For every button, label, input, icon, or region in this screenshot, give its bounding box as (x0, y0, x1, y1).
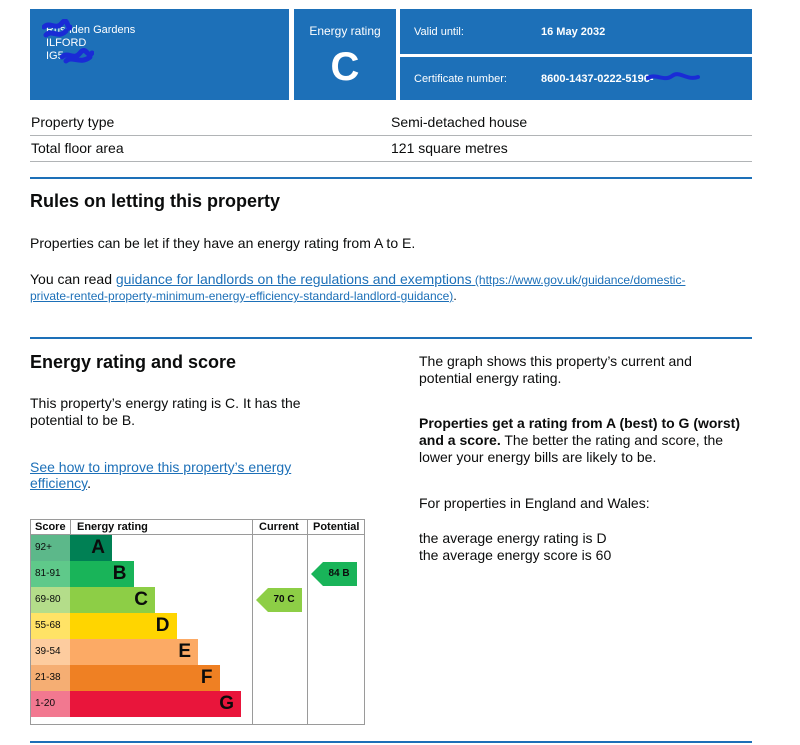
energy-heading: Energy rating and score (30, 352, 237, 372)
floor-area-value: 121 square metres (391, 140, 508, 156)
valid-until-label: Valid until: (414, 26, 464, 38)
band-bar-c: C (70, 587, 155, 613)
potential-rating-arrow: 84 B (311, 562, 357, 586)
certificate-label: Certificate number: (414, 73, 507, 85)
band-score-a: 92+ (31, 535, 70, 561)
energy-rating-label: Energy rating (309, 24, 381, 38)
address-panel: Rushden Gardens ILFORD IG5 (30, 9, 289, 100)
band-score-f: 21-38 (31, 665, 70, 691)
score-header: Score (35, 521, 66, 533)
rating-scale-line2: and a score. The better the rating and s… (419, 432, 724, 448)
header-divider (31, 534, 364, 535)
band-bar-e: E (70, 639, 198, 665)
improve-efficiency-link-continued[interactable]: efficiency (30, 475, 88, 491)
band-bar-d: D (70, 613, 177, 639)
band-score-d: 55-68 (31, 613, 70, 639)
section-divider (30, 337, 752, 339)
band-letter-f: F (200, 667, 213, 688)
energy-rating-header: Energy rating (77, 521, 148, 533)
energy-rating-graph: Score Energy rating Current Potential 92… (30, 519, 365, 725)
energy-rating-panel: Energy rating C (294, 9, 396, 100)
current-rating-arrow: 70 C (256, 588, 302, 612)
property-type-value: Semi-detached house (391, 114, 528, 130)
band-letter-b: B (112, 563, 127, 584)
section-divider (30, 177, 752, 179)
floor-area-label: Total floor area (31, 140, 124, 156)
band-bar-a: A (70, 535, 112, 561)
band-bar-f: F (70, 665, 220, 691)
redaction-scribble-icon (42, 19, 72, 38)
band-score-c: 69-80 (31, 587, 70, 613)
valid-until-panel: Valid until: 16 May 2032 (400, 9, 752, 54)
band-letter-d: D (155, 615, 170, 636)
certificate-number: 8600-1437-0222-5196- (541, 73, 654, 85)
current-header: Current (259, 521, 299, 533)
band-score-b: 81-91 (31, 561, 70, 587)
column-divider (70, 520, 71, 534)
average-score-text: the average energy score is 60 (419, 547, 612, 563)
band-score-e: 39-54 (31, 639, 70, 665)
address-line-3: IG5 (46, 50, 64, 62)
rating-scale-line3: lower your energy bills are likely to be… (419, 449, 657, 465)
certificate-panel: Certificate number: 8600-1437-0222-5196- (400, 57, 752, 100)
improve-efficiency-link[interactable]: See how to improve this property’s energ… (30, 459, 292, 475)
band-letter-c: C (134, 589, 148, 610)
letting-guidance-line2: private-rented-property-minimum-energy-e… (30, 289, 457, 303)
improve-link-line2-wrap: efficiency. (30, 475, 91, 491)
redaction-scribble-icon (60, 48, 94, 64)
average-rating-text: the average energy rating is D (419, 530, 607, 546)
read-prefix: You can read (30, 271, 116, 287)
redaction-scribble-icon (646, 72, 700, 81)
column-divider (307, 520, 308, 724)
address-line-2: ILFORD (46, 37, 87, 49)
band-score-g: 1-20 (31, 691, 70, 717)
band-letter-a: A (91, 537, 105, 558)
band-bar-b: B (70, 561, 134, 587)
band-letter-g: G (219, 693, 234, 714)
rating-scale-bold: Properties get a rating from A (best) to… (419, 415, 740, 431)
energy-text-line1: This property’s energy rating is C. It h… (30, 395, 301, 411)
letting-heading: Rules on letting this property (30, 191, 281, 211)
letting-text: Properties can be let if they have an en… (30, 235, 416, 251)
improve-link-line1-wrap: See how to improve this property’s energ… (30, 459, 291, 476)
graph-explainer-line2: potential energy rating. (419, 370, 562, 386)
column-divider (252, 520, 253, 724)
energy-rating-letter: C (330, 45, 360, 89)
graph-explainer-line1: The graph shows this property’s current … (419, 353, 692, 369)
section-divider (30, 741, 752, 743)
valid-until-value: 16 May 2032 (541, 26, 606, 38)
property-type-row: Property type Semi-detached house (30, 109, 752, 136)
property-type-label: Property type (31, 114, 115, 130)
landlord-guidance-link[interactable]: guidance for landlords on the regulation… (115, 271, 686, 287)
potential-header: Potential (313, 521, 360, 533)
energy-text-line2: potential to be B. (30, 412, 136, 428)
letting-guidance-paragraph: You can read guidance for landlords on t… (30, 271, 750, 289)
england-wales-text: For properties in England and Wales: (419, 495, 650, 511)
floor-area-row: Total floor area 121 square metres (30, 135, 752, 162)
band-letter-e: E (178, 641, 191, 662)
band-bar-g: G (70, 691, 241, 717)
landlord-guidance-link-continued[interactable]: private-rented-property-minimum-energy-e… (30, 289, 454, 303)
